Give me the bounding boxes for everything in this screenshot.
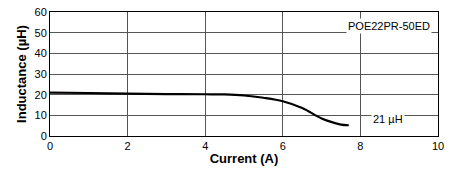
- svg-text:40: 40: [35, 47, 47, 59]
- svg-text:2: 2: [125, 140, 131, 152]
- svg-text:50: 50: [35, 27, 47, 39]
- svg-text:6: 6: [280, 140, 286, 152]
- svg-text:8: 8: [357, 140, 363, 152]
- svg-text:10: 10: [35, 109, 47, 121]
- svg-text:20: 20: [35, 89, 47, 101]
- svg-text:10: 10: [432, 140, 444, 152]
- svg-text:0: 0: [47, 140, 53, 152]
- svg-text:Current (A): Current (A): [210, 151, 279, 166]
- svg-text:POE22PR-50ED: POE22PR-50ED: [348, 20, 430, 32]
- svg-text:60: 60: [35, 6, 47, 18]
- svg-text:21 µH: 21 µH: [373, 113, 403, 125]
- svg-text:4: 4: [202, 140, 208, 152]
- svg-text:Inductance (µH): Inductance (µH): [14, 25, 29, 123]
- svg-text:0: 0: [41, 130, 47, 142]
- svg-text:30: 30: [35, 68, 47, 80]
